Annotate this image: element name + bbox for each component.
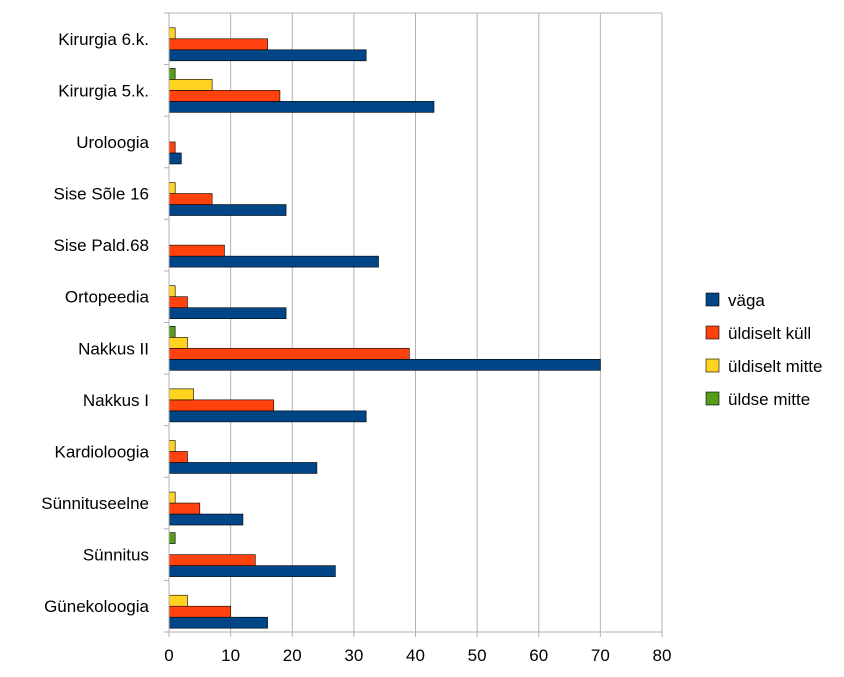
category-label: Kardioloogia — [54, 442, 149, 461]
bar-uroloogia-uldiselt-kull — [168, 141, 176, 154]
axes — [164, 12, 663, 637]
bar-uroloogia-vaga — [168, 152, 182, 165]
category-label: Sise Sõle 16 — [54, 185, 149, 204]
legend-label-uldiselt-mitte: üldiselt mitte — [728, 357, 822, 376]
bar-sunnitus-uldiselt-kull — [168, 554, 256, 566]
x-tick-label: 20 — [283, 646, 302, 665]
bar-kirurgia-5-k-uldiselt-kull — [168, 90, 281, 102]
legend-label-uldse-mitte: üldse mitte — [728, 390, 810, 409]
bar-sunnituseelne-vaga — [168, 513, 244, 526]
category-label: Günekoloogia — [44, 597, 149, 616]
legend-label-uldiselt-kull: üldiselt küll — [728, 324, 811, 343]
bar-kardioloogia-vaga — [168, 462, 318, 474]
category-label: Nakkus II — [78, 339, 149, 358]
bar-sunnituseelne-uldiselt-mitte — [168, 491, 176, 504]
bar-nakkus-ii-uldse-mitte — [168, 325, 176, 338]
bar-kardioloogia-uldiselt-kull — [168, 451, 188, 463]
bar-ortopeedia-uldiselt-mitte — [168, 285, 176, 298]
category-label: Nakkus I — [83, 391, 149, 410]
bar-ortopeedia-vaga — [168, 307, 287, 320]
legend-swatch-uldse-mitte — [705, 391, 720, 406]
legend: väga üldiselt küll üldiselt mitte üldse mit… — [705, 291, 822, 409]
bar-nakkus-i-uldiselt-mitte — [168, 388, 194, 401]
category-label: Sünnitus — [83, 546, 149, 565]
bar-sise-pald-68-vaga — [168, 255, 379, 268]
category-label: Uroloogia — [76, 133, 149, 152]
bar-gunekoloogia-vaga — [168, 616, 268, 629]
bar-nakkus-ii-uldiselt-mitte — [168, 336, 188, 349]
category-label: Sünnituseelne — [41, 494, 149, 513]
legend-label-vaga: väga — [728, 291, 765, 310]
category-label: Kirurgia 6.k. — [58, 30, 149, 49]
bar-gunekoloogia-uldiselt-kull — [168, 605, 231, 618]
bar-kirurgia-5-k-uldse-mitte — [168, 68, 176, 80]
bar-gunekoloogia-uldiselt-mitte — [168, 594, 188, 607]
x-tick-label: 80 — [653, 646, 672, 665]
bar-ortopeedia-uldiselt-kull — [168, 296, 188, 309]
bar-nakkus-i-vaga — [168, 410, 367, 423]
x-tick-label: 0 — [164, 646, 173, 665]
x-tick-label: 30 — [344, 646, 363, 665]
x-tick-label: 60 — [529, 646, 548, 665]
bar-nakkus-i-uldiselt-kull — [168, 399, 275, 412]
bar-sise-sole-16-uldiselt-mitte — [168, 182, 176, 194]
x-tick-label: 10 — [221, 646, 240, 665]
bar-sise-sole-16-vaga — [168, 204, 287, 216]
legend-swatch-vaga — [705, 292, 720, 307]
bar-kirurgia-5-k-vaga — [168, 101, 435, 113]
gridlines — [168, 12, 663, 633]
category-label: Kirurgia 5.k. — [58, 81, 149, 100]
category-labels: Kirurgia 6.k. Kirurgia 5.k. Uroloogia Sise … — [41, 30, 149, 616]
category-label: Ortopeedia — [65, 288, 150, 307]
bar-sunnitus-uldse-mitte — [168, 532, 176, 544]
bar-nakkus-ii-vaga — [168, 358, 601, 371]
legend-swatch-uldiselt-kull — [705, 325, 720, 340]
legend-swatch-uldiselt-mitte — [705, 358, 720, 373]
x-tick-label: 50 — [468, 646, 487, 665]
bar-kirurgia-5-k-uldiselt-mitte — [168, 79, 213, 91]
bars — [168, 27, 601, 629]
category-label: Sise Pald.68 — [54, 236, 149, 255]
bar-kardioloogia-uldiselt-mitte — [168, 440, 176, 452]
bar-sise-pald-68-uldiselt-kull — [168, 244, 225, 257]
bar-nakkus-ii-uldiselt-kull — [168, 347, 410, 360]
bar-kirurgia-6-k-vaga — [168, 49, 367, 62]
x-tick-label: 70 — [591, 646, 610, 665]
bar-kirurgia-6-k-uldiselt-kull — [168, 38, 268, 51]
bar-kirurgia-6-k-uldiselt-mitte — [168, 27, 176, 40]
x-tick-labels: 0 10 20 30 40 50 60 70 80 — [164, 646, 671, 665]
x-tick-label: 40 — [406, 646, 425, 665]
bar-sise-sole-16-uldiselt-kull — [168, 193, 213, 205]
bar-sunnitus-vaga — [168, 565, 336, 577]
bar-sunnituseelne-uldiselt-kull — [168, 502, 201, 515]
